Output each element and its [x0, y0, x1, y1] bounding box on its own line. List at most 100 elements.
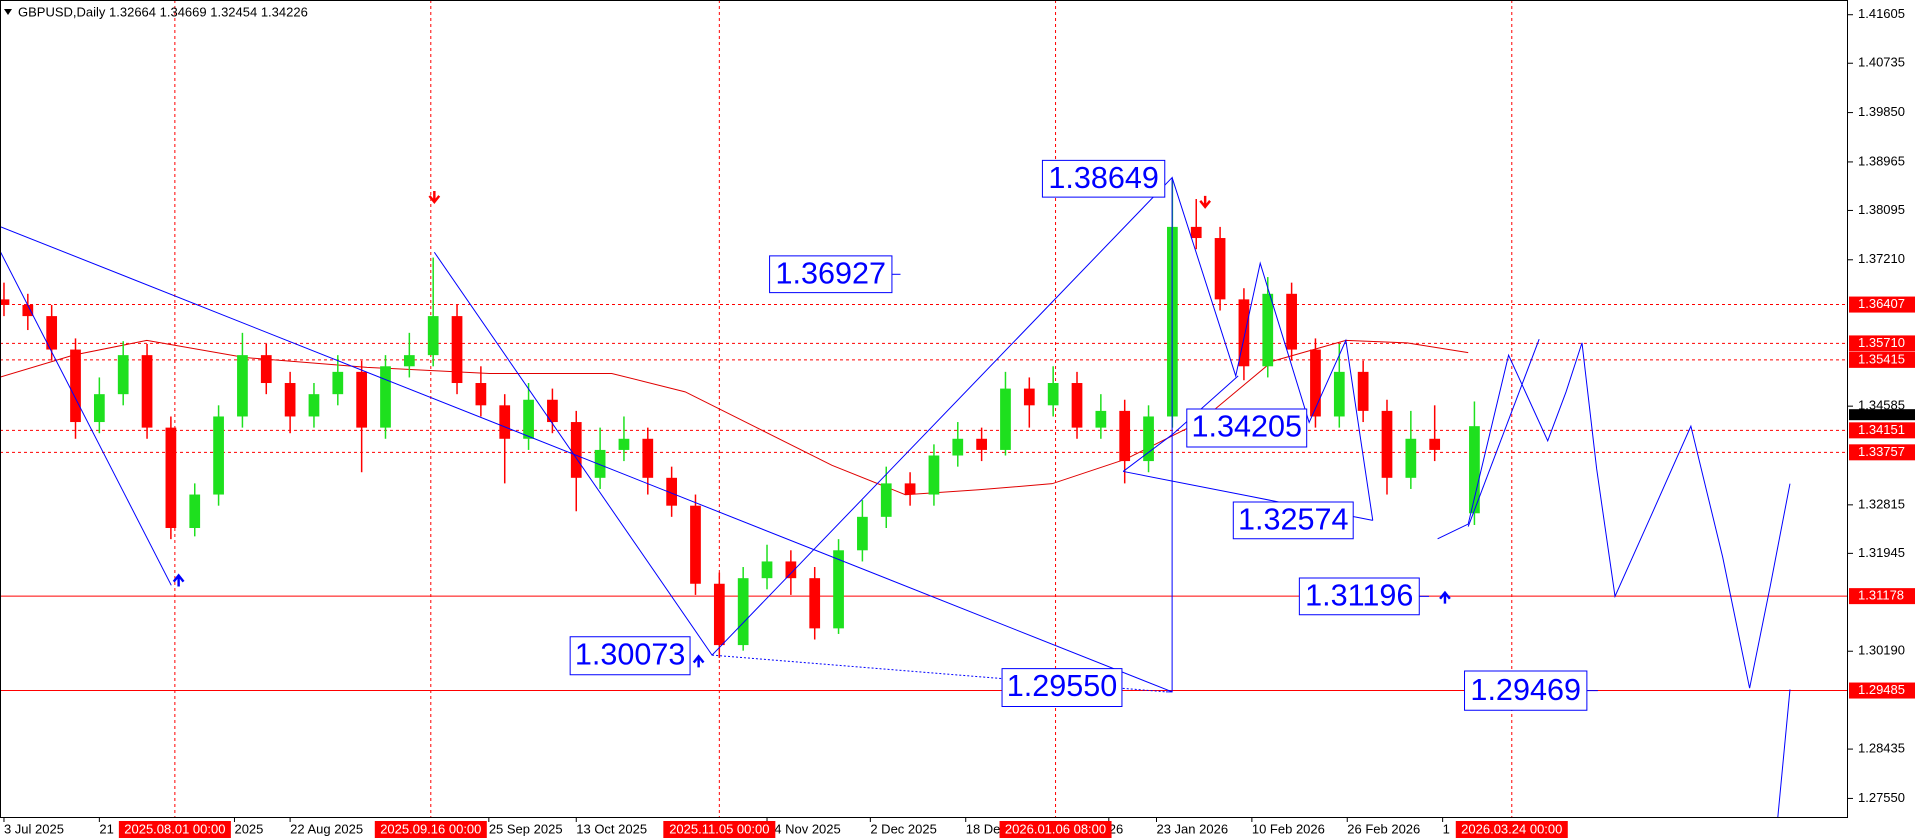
marker-label-box — [374, 821, 487, 838]
y-tick-label: 1.28435 — [1858, 741, 1905, 756]
annotation-text: 1.36927 — [775, 257, 886, 291]
candle-body — [904, 483, 916, 495]
y-tick-label: 1.27550 — [1858, 790, 1905, 805]
y-tick-label: 1.38095 — [1858, 202, 1905, 217]
buy-arrow — [172, 573, 185, 587]
forecast-line — [1468, 339, 1539, 526]
drawings: 1.38649 1.36927 1.34205 1.32574 1.31196 … — [0, 160, 1790, 818]
price-annotation: 1.38649 — [1042, 160, 1164, 197]
candle-body — [594, 449, 606, 478]
candle-body — [976, 438, 987, 450]
x-tick-label: 18 De — [966, 821, 1001, 836]
x-tick-label: 22 Aug 2025 — [290, 821, 363, 836]
candle-body — [403, 355, 415, 367]
annotation-text: 1.29550 — [1007, 669, 1118, 703]
candle-body — [1429, 438, 1441, 450]
x-tick-label: 2 Dec 2025 — [870, 821, 937, 836]
annotation-text: 1.34205 — [1191, 410, 1302, 444]
candle-body — [880, 483, 892, 517]
marker-label-box — [999, 821, 1112, 838]
price-annotation: 1.29469 — [1465, 671, 1587, 710]
candle-body — [833, 550, 844, 629]
level-label-box — [1849, 588, 1915, 605]
candle-body — [1023, 388, 1035, 406]
sell-arrow — [1199, 195, 1211, 209]
y-tick-label: 1.39850 — [1858, 104, 1905, 119]
sell-arrow — [428, 191, 441, 205]
y-tick-label: 1.40735 — [1858, 55, 1905, 70]
price-annotation: 1.31196 — [1299, 578, 1419, 615]
annotation-text: 1.30073 — [575, 637, 686, 671]
y-tick-label: 1.38965 — [1858, 153, 1905, 168]
candle-body — [213, 416, 224, 495]
marker-label: 2026.03.24 00:00 — [1461, 821, 1562, 836]
candle-body — [928, 455, 940, 495]
candle-body — [356, 371, 368, 428]
annotation-text: 1.29469 — [1470, 673, 1581, 707]
x-tick-label: 3 Jul 2025 — [4, 821, 64, 836]
chart-title: GBPUSD,Daily 1.32664 1.34669 1.32454 1.3… — [18, 4, 308, 19]
candle-body — [0, 299, 10, 305]
candle-body — [165, 427, 177, 528]
candle-body — [642, 438, 654, 478]
x-tick-label: 10 Feb 2026 — [1252, 821, 1325, 836]
x-tick-label: 23 Jan 2026 — [1156, 821, 1228, 836]
y-tick-label: 1.31945 — [1858, 545, 1905, 560]
candle-body — [260, 355, 272, 384]
candle-body — [570, 422, 582, 478]
marker-label-box — [118, 821, 231, 838]
candle-body — [141, 355, 153, 428]
level-label-box — [1849, 444, 1915, 461]
candle-body — [308, 394, 320, 417]
zigzag — [1123, 376, 1238, 472]
x-tick-label: 26 — [1109, 821, 1123, 836]
candle-body — [761, 561, 773, 579]
y-tick-label: 1.34585 — [1858, 398, 1905, 413]
forecast-line — [1778, 689, 1790, 818]
price-annotation: 1.36927 — [770, 256, 892, 293]
candle-body — [1333, 371, 1345, 417]
candle-body — [1000, 388, 1011, 450]
x-tick-label: 1 — [1443, 821, 1450, 836]
level-label-box — [1849, 296, 1915, 313]
y-tick-label: 1.32815 — [1858, 496, 1905, 511]
symbol-menu-icon[interactable] — [4, 9, 12, 15]
y-tick-label: 1.37210 — [1858, 251, 1905, 266]
current-price-box — [1849, 409, 1915, 421]
marker-label: 2026.01.06 08:00 — [1005, 821, 1106, 836]
candle-body — [284, 383, 296, 417]
x-tick-label: 2025 — [234, 821, 263, 836]
y-tick-label: 1.41605 — [1858, 6, 1905, 21]
trend-line — [0, 251, 171, 585]
candle-body — [666, 477, 678, 506]
candle-body — [1238, 299, 1250, 367]
candle-body — [1286, 293, 1297, 350]
candle-body — [93, 394, 105, 423]
zigzag — [1172, 178, 1373, 521]
candle-body — [809, 578, 821, 629]
marker-label: 2025.08.01 00:00 — [124, 821, 225, 836]
marker-label: 2025.11.05 00:00 — [669, 821, 769, 836]
candle-body — [189, 494, 201, 528]
candle-body — [1214, 238, 1226, 300]
candle-body — [70, 349, 81, 423]
level-label: 1.34151 — [1858, 422, 1905, 437]
candle-body — [737, 578, 749, 646]
candle-body — [117, 355, 129, 395]
candle-body — [857, 516, 868, 551]
marker-label: 2025.09.16 00:00 — [380, 821, 481, 836]
candle-body — [1143, 416, 1154, 462]
candle-body — [547, 399, 558, 423]
plot-frame — [0, 0, 1848, 818]
candle-body — [1095, 410, 1107, 428]
buy-arrow — [1439, 590, 1451, 604]
candle-body — [1357, 371, 1369, 411]
candle-body — [523, 399, 534, 439]
price-annotation: 1.29550 — [1002, 669, 1122, 707]
x-tick-label: 13 Oct 2025 — [576, 821, 647, 836]
candle-body — [1469, 426, 1480, 514]
candle-body — [332, 371, 344, 395]
